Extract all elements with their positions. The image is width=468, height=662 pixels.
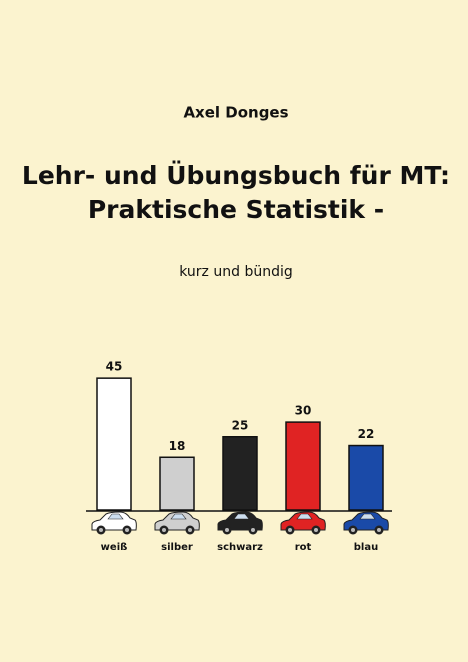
category-label: weiß [101, 542, 128, 553]
category-label: rot [295, 542, 312, 553]
car-icon [343, 511, 389, 535]
car-hub [351, 528, 355, 532]
bar [348, 444, 384, 511]
car-hub [188, 528, 192, 532]
title-line: Lehr- und Übungsbuch für MT: [22, 160, 450, 190]
car-window [296, 513, 313, 520]
value-label: 25 [232, 418, 249, 432]
value-label: 22 [358, 427, 375, 441]
car-hub [162, 528, 166, 532]
category-label: schwarz [217, 542, 263, 553]
value-label: 30 [295, 404, 312, 418]
bar [222, 436, 258, 511]
car-icon [217, 511, 263, 535]
bar [96, 377, 132, 511]
car-window [170, 513, 187, 520]
car-hub [251, 528, 255, 532]
car-body [154, 511, 200, 531]
car-body [280, 511, 326, 531]
car-hub [225, 528, 229, 532]
value-label: 45 [106, 360, 123, 374]
car-icon [91, 511, 137, 535]
subtitle: kurz und bündig [179, 264, 292, 280]
value-label: 18 [169, 439, 186, 453]
car-body [217, 511, 263, 531]
bar [285, 421, 321, 511]
car-icon [154, 511, 200, 535]
car-body [91, 511, 137, 531]
car-window [107, 513, 124, 520]
category-label: blau [354, 542, 378, 553]
car-hub [125, 528, 129, 532]
car-hub [314, 528, 318, 532]
car-window [359, 513, 376, 520]
car-hub [99, 528, 103, 532]
car-window [233, 513, 250, 520]
title-line: Praktische Statistik - [88, 195, 384, 224]
bar [159, 456, 195, 511]
car-body [343, 511, 389, 531]
car-hub [377, 528, 381, 532]
car-icon [280, 511, 326, 535]
category-label: silber [161, 542, 193, 553]
car-hub [288, 528, 292, 532]
author: Axel Donges [183, 104, 288, 122]
